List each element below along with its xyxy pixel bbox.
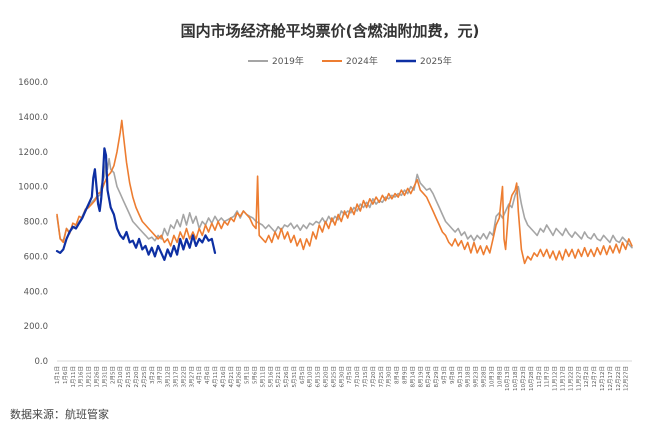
chart-title: 国内市场经济舱平均票价(含燃油附加费，元) (181, 22, 480, 40)
x-tick-label: 11月22日 (567, 366, 574, 391)
x-tick-label: 8月19日 (417, 366, 424, 388)
x-tick-label: 2月25日 (141, 366, 148, 388)
x-tick-label: 6月5日 (299, 366, 306, 384)
x-tick-label: 5月26日 (283, 366, 290, 388)
x-tick-label: 2月10日 (117, 366, 124, 388)
x-tick-label: 1月16日 (78, 366, 85, 388)
y-tick-label: 1200.0 (18, 148, 48, 158)
y-tick-label: 0.0 (34, 357, 48, 367)
x-tick-label: 7月30日 (386, 366, 393, 388)
x-tick-label: 4月21日 (228, 366, 235, 388)
x-tick-label: 3月7日 (157, 366, 164, 384)
y-tick-label: 1000.0 (18, 183, 48, 193)
plot-area (55, 119, 633, 265)
series-line-2 (56, 119, 633, 265)
x-tick-label: 3月22日 (180, 366, 187, 388)
x-tick-label: 5月6日 (251, 366, 258, 384)
x-tick-label: 10月3日 (488, 366, 495, 388)
x-tick-label: 6月10日 (307, 366, 314, 388)
series-line-1 (56, 157, 633, 249)
x-tick-label: 9月28日 (481, 366, 488, 388)
x-tick-label: 12月22日 (615, 366, 622, 391)
series-line-3 (55, 147, 217, 261)
x-tick-label: 5月16日 (267, 366, 274, 388)
x-tick-label: 12月27日 (623, 366, 630, 391)
x-tick-label: 3月2日 (149, 366, 156, 384)
x-tick-label: 7月5日 (346, 366, 353, 384)
x-tick-label: 6月20日 (323, 366, 330, 388)
legend-label: 2025年 (420, 55, 452, 67)
y-tick-label: 1600.0 (18, 78, 48, 88)
x-tick-label: 9月18日 (465, 366, 472, 388)
x-tick-label: 7月20日 (370, 366, 377, 388)
x-tick-label: 1月26日 (93, 366, 100, 388)
x-tick-label: 12月2日 (583, 366, 590, 388)
x-tick-label: 9月13日 (457, 366, 464, 388)
x-tick-label: 8月9日 (402, 366, 409, 384)
x-tick-label: 8月14日 (409, 366, 416, 388)
x-tick-label: 12月7日 (591, 366, 598, 388)
x-tick-label: 7月10日 (354, 366, 361, 388)
x-tick-label: 4月11日 (212, 366, 219, 388)
x-tick-label: 11月2日 (536, 366, 543, 388)
source-note: 数据来源：航班管家 (10, 407, 109, 421)
x-tick-label: 7月15日 (362, 366, 369, 388)
legend: 2019年 2024年 2025年 (248, 55, 452, 67)
x-tick-label: 8月29日 (433, 366, 440, 388)
x-tick-label: 10月13日 (504, 366, 511, 391)
x-tick-label: 12月17日 (607, 366, 614, 391)
x-tick-label: 9月23日 (473, 366, 480, 388)
x-tick-label: 3月12日 (165, 366, 172, 388)
x-tick-label: 5月1日 (244, 366, 251, 384)
x-tick-label: 1月11日 (70, 366, 77, 388)
x-tick-label: 8月24日 (425, 366, 432, 388)
x-tick-label: 6月15日 (315, 366, 322, 388)
x-tick-label: 4月16日 (220, 366, 227, 388)
x-tick-label: 4月1日 (196, 366, 203, 384)
x-tick-label: 2月15日 (125, 366, 132, 388)
x-tick-label: 11月12日 (552, 366, 559, 391)
x-tick-label: 1月21日 (86, 366, 93, 388)
x-tick-label: 11月27日 (575, 366, 582, 391)
x-tick-label: 10月28日 (528, 366, 535, 391)
x-tick-label: 2月20日 (133, 366, 140, 388)
x-tick-label: 3月17日 (172, 366, 179, 388)
x-tick-label: 8月4日 (394, 366, 401, 384)
x-tick-label: 9月3日 (441, 366, 448, 384)
x-tick-label: 11月17日 (559, 366, 566, 391)
y-tick-label: 400.0 (24, 287, 48, 297)
x-tick-label: 10月23日 (520, 366, 527, 391)
y-tick-label: 1400.0 (18, 113, 48, 123)
x-tick-label: 10月8日 (496, 366, 503, 388)
y-tick-label: 800.0 (24, 218, 48, 228)
x-tick-label: 12月12日 (599, 366, 606, 391)
x-tick-label: 5月21日 (275, 366, 282, 388)
x-tick-label: 4月26日 (236, 366, 243, 388)
x-tick-label: 11月7日 (544, 366, 551, 388)
legend-label: 2019年 (272, 55, 304, 67)
y-tick-label: 600.0 (24, 252, 48, 262)
x-tick-label: 5月31日 (291, 366, 298, 388)
x-tick-label: 3月27日 (188, 366, 195, 388)
x-tick-label: 1月31日 (101, 366, 108, 388)
x-tick-label: 7月25日 (378, 366, 385, 388)
y-tick-label: 200.0 (24, 322, 48, 332)
y-axis: 0.0 200.0 400.0 600.0 800.0 1000.0 1200.0 1400.… (18, 78, 48, 367)
x-tick-label: 2月5日 (109, 366, 116, 384)
x-tick-label: 6月25日 (330, 366, 337, 388)
x-tick-label: 5月11日 (259, 366, 266, 388)
x-tick-label: 9月8日 (449, 366, 456, 384)
x-tick-label: 1月6日 (62, 366, 69, 384)
x-tick-label: 6月30日 (338, 366, 345, 388)
x-tick-label: 1月1日 (54, 366, 61, 384)
legend-label: 2024年 (346, 55, 378, 67)
x-tick-label: 10月18日 (512, 366, 519, 391)
x-tick-label: 4月6日 (204, 366, 211, 384)
x-axis: 1月1日 1月6日 1月11日 1月16日 1月21日 1月26日 1月31日 2月5日 2月1… (54, 360, 632, 391)
